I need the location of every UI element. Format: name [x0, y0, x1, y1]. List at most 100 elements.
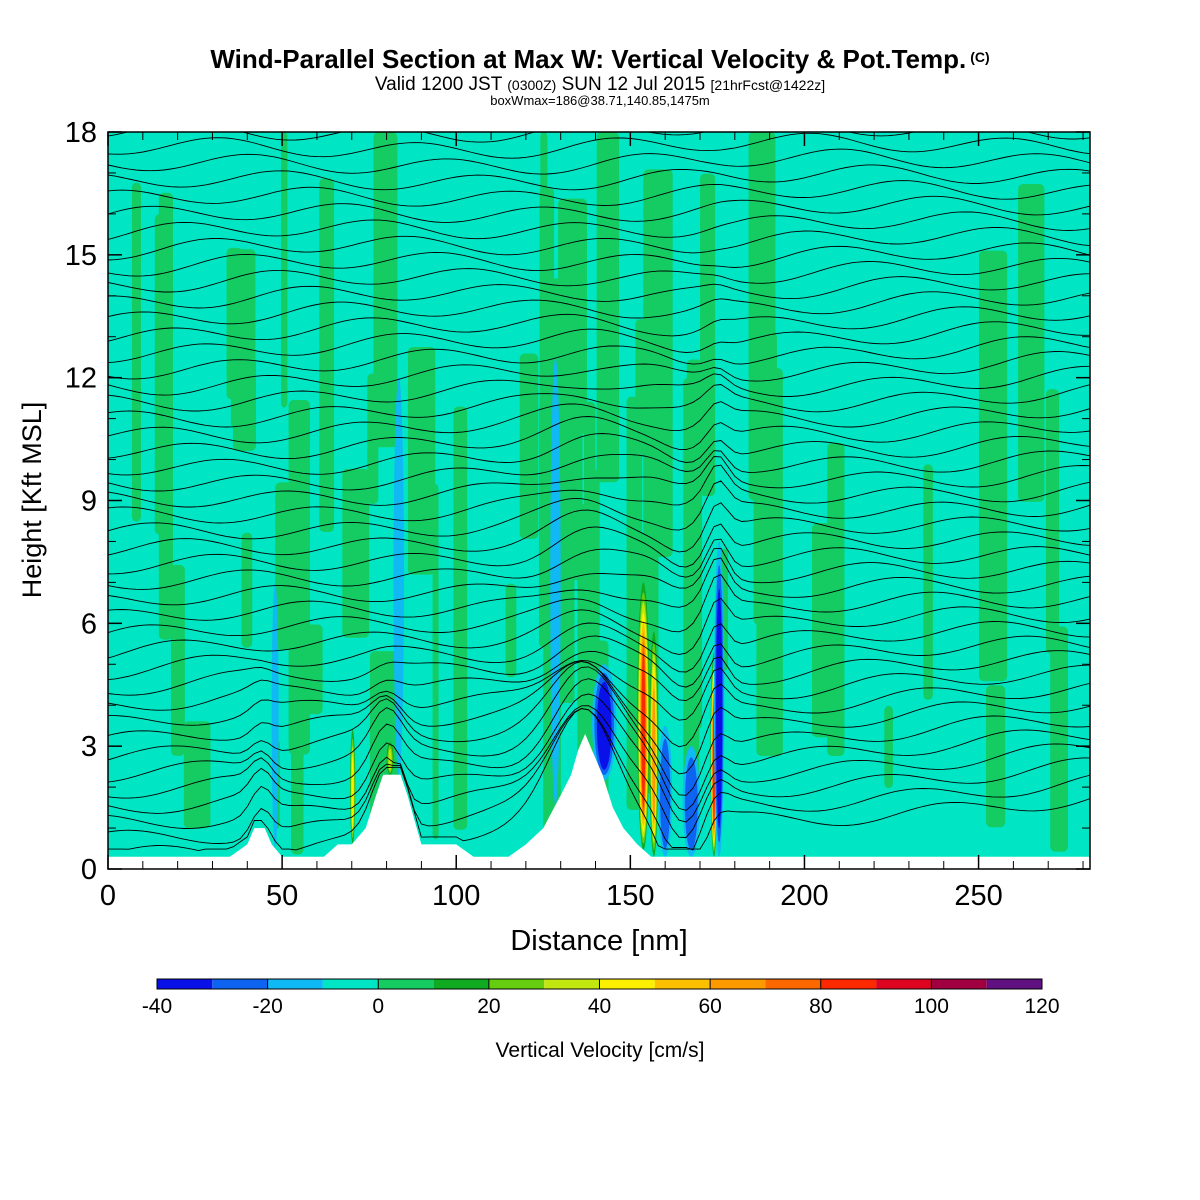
colorbar-swatch	[654, 979, 711, 989]
weak-updraft-band	[1050, 626, 1069, 852]
box-info: boxWmax=186@38.71,140.85,1475m	[490, 93, 710, 108]
colorbar-swatch	[322, 979, 379, 989]
updraft-core	[649, 631, 659, 857]
chart-title: Wind-Parallel Section at Max W: Vertical…	[0, 44, 1200, 75]
y-tick-label: 15	[65, 240, 97, 272]
colorbar-tick-label: 60	[698, 995, 721, 1018]
potential-temperature-contours	[108, 132, 1090, 852]
weak-updraft-band	[540, 132, 548, 392]
theta-contour	[108, 660, 1090, 748]
theta-contour	[108, 456, 1090, 508]
y-tick-label: 6	[81, 608, 97, 640]
colorbar-swatch	[599, 979, 655, 989]
theta-contour	[108, 336, 1090, 380]
chart-title-text: Wind-Parallel Section at Max W: Vertical…	[210, 44, 967, 74]
terrain-fill	[108, 733, 1090, 869]
valid-time: Valid 1200 JST	[374, 74, 502, 95]
weak-updraft-band	[884, 705, 893, 789]
weak-updraft-band	[453, 406, 468, 830]
weak-updraft-band	[556, 306, 575, 427]
theta-contour	[108, 635, 1090, 696]
theta-contour	[108, 666, 1090, 796]
downdraft-core	[713, 541, 725, 857]
weak-updraft-band	[183, 721, 211, 829]
weak-updraft-band	[643, 169, 673, 557]
colorbar-swatch	[433, 979, 489, 989]
weak-updraft-band	[986, 685, 1006, 828]
theta-contour	[108, 365, 1090, 412]
theta-contour	[108, 597, 1090, 659]
downdraft-core	[271, 582, 279, 849]
colorbar-label: Vertical Velocity [cm/s]	[496, 1039, 705, 1062]
theta-contour	[108, 502, 1090, 556]
colorbar-tick-label: -40	[142, 995, 172, 1018]
colorbar-swatch	[212, 979, 268, 989]
valid-date: SUN 12 Jul 2015	[561, 74, 706, 95]
updraft-core	[637, 582, 650, 850]
theta-contour	[108, 708, 1090, 851]
colorbar-tick-label: 40	[588, 995, 611, 1018]
theta-contour	[108, 257, 1090, 293]
y-tick-label: 3	[81, 731, 97, 763]
axes: 0 50 100 150 200 250 0 3 6 9 12 15 18	[65, 117, 1090, 912]
theta-contour	[108, 132, 1090, 159]
theta-contour	[108, 678, 1090, 811]
theta-contour	[108, 401, 1090, 444]
y-tick-label: 12	[65, 363, 97, 395]
theta-contour	[108, 148, 1090, 175]
theta-contour	[108, 306, 1090, 342]
updraft-core	[350, 729, 356, 844]
theta-contour	[108, 180, 1090, 207]
weak-updraft-band	[827, 442, 845, 757]
theta-contour	[108, 433, 1090, 476]
forecast-info: [21hrFcst@1422z]	[710, 77, 826, 93]
theta-contour	[108, 211, 1090, 240]
weak-updraft-band	[584, 401, 596, 672]
downdraft-core	[592, 664, 617, 781]
weak-updraft-band	[407, 346, 436, 575]
theta-contour	[108, 547, 1090, 606]
theta-contour	[108, 132, 1090, 143]
weak-updraft-band	[131, 182, 141, 522]
x-tick-label: 0	[100, 880, 116, 912]
weak-updraft-band	[319, 178, 335, 533]
colorbar-swatch	[544, 979, 600, 989]
theta-contour	[108, 321, 1090, 364]
theta-contour	[108, 659, 1090, 726]
x-axis-label: Distance [nm]	[510, 925, 687, 957]
colorbar-tick-label: 0	[372, 995, 384, 1018]
theta-contour	[108, 273, 1090, 309]
theta-contour	[108, 557, 1090, 621]
weak-updraft-band	[432, 484, 439, 840]
downdraft-core	[658, 725, 673, 857]
colorbar-swatch	[986, 979, 1042, 989]
theta-contour	[108, 164, 1090, 191]
colorbar-swatch	[765, 979, 821, 989]
colorbar-swatch	[710, 979, 766, 989]
weak-updraft-band	[342, 468, 370, 638]
theta-contour	[108, 705, 1090, 838]
colorbar-swatch	[876, 979, 932, 989]
colorbar-swatch	[267, 979, 323, 989]
colorbar-swatch	[931, 979, 987, 989]
weak-updraft-band	[978, 250, 1008, 682]
vertical-velocity-field	[108, 132, 1090, 869]
theta-contour	[108, 242, 1090, 277]
copyright-mark: (C)	[970, 49, 990, 65]
y-tick-label: 18	[65, 117, 97, 149]
x-tick-label: 250	[954, 880, 1002, 912]
theta-contour	[108, 621, 1090, 681]
colorbar-tick-label: 120	[1024, 995, 1059, 1018]
theta-contour	[108, 384, 1090, 428]
weak-updraft-band	[923, 464, 933, 700]
weak-updraft-band	[700, 173, 716, 497]
colorbar: -40 -20 0 20 40 60 80 100 120	[142, 978, 1060, 1018]
weak-updraft-band	[754, 392, 764, 537]
colorbar-swatch	[488, 979, 545, 989]
weak-updraft-band	[373, 132, 398, 448]
terrain-profile	[108, 733, 1090, 869]
theta-contour	[108, 523, 1090, 575]
theta-contour	[108, 195, 1090, 223]
theta-contour	[108, 351, 1090, 396]
